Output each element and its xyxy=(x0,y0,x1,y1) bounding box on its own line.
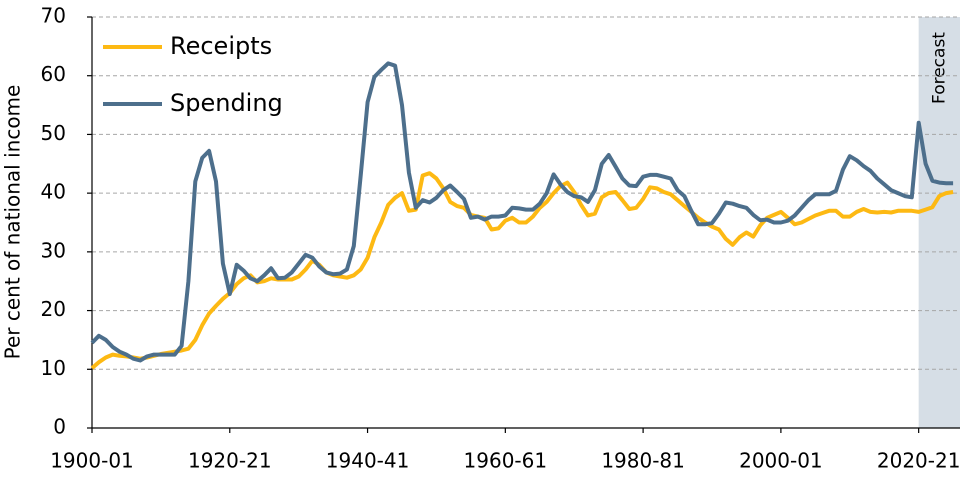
forecast-region xyxy=(918,17,960,428)
y-tick-label: 10 xyxy=(41,356,66,380)
series-line xyxy=(90,171,954,370)
y-tick-label: 70 xyxy=(41,4,66,28)
x-tick-label: 1900-01 xyxy=(50,449,134,473)
x-tick-label: 2000-01 xyxy=(739,449,823,473)
x-tick-label: 1920-21 xyxy=(188,449,272,473)
y-tick-label: 20 xyxy=(41,297,66,321)
series-line xyxy=(90,61,954,363)
x-tick-label: 1940-41 xyxy=(326,449,410,473)
y-tick-label: 30 xyxy=(41,238,66,262)
y-tick-label: 0 xyxy=(53,415,66,439)
forecast-label: Forecast xyxy=(929,32,949,104)
y-axis-label: Per cent of national income xyxy=(1,85,25,360)
x-tick-label: 1960-61 xyxy=(464,449,548,473)
legend-label: Spending xyxy=(170,89,283,117)
x-tick-label: 2020-21 xyxy=(877,449,961,473)
y-tick-label: 60 xyxy=(41,62,66,86)
x-tick-label: 1980-81 xyxy=(601,449,685,473)
y-tick-label: 40 xyxy=(41,180,66,204)
legend-label: Receipts xyxy=(170,32,272,60)
y-tick-label: 50 xyxy=(41,121,66,145)
